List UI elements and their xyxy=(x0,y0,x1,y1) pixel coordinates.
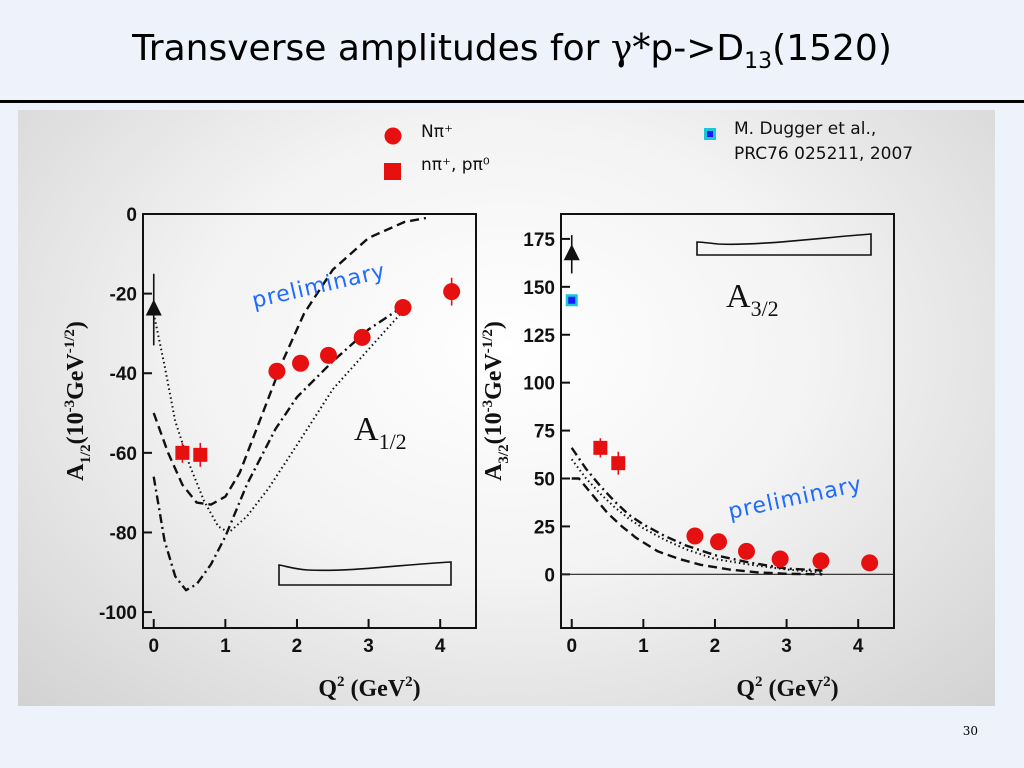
amplitude-label: A3/2 xyxy=(726,278,779,321)
x-tick-label: 0 xyxy=(566,636,577,657)
x-tick-label: 4 xyxy=(435,636,446,657)
data-point-square xyxy=(175,445,190,460)
x-tick-label: 1 xyxy=(638,636,649,657)
legend-square-label: nπ⁺, pπ⁰ xyxy=(421,155,490,175)
y-tick-label: -60 xyxy=(110,444,137,465)
y-tick-label: 100 xyxy=(523,374,555,395)
data-point-triangle xyxy=(563,244,580,261)
preliminary-label: preliminary xyxy=(250,259,388,314)
legend-ref-marker-inner xyxy=(707,131,713,137)
data-point-square xyxy=(593,440,608,455)
data-point-circle xyxy=(686,527,704,545)
y-axis-label: A1/2(10-3GeV-1/2) xyxy=(62,321,94,481)
y-tick-label: -100 xyxy=(99,603,137,624)
data-point-circle xyxy=(353,328,371,346)
legend-ref-line1: M. Dugger et al., xyxy=(734,119,876,139)
legend-square-marker xyxy=(384,163,401,180)
y-tick-label: 50 xyxy=(534,470,555,491)
x-tick-label: 3 xyxy=(363,636,374,657)
y-tick-label: 175 xyxy=(523,230,555,251)
data-point-circle xyxy=(394,299,412,317)
x-tick-label: 1 xyxy=(220,636,231,657)
model-curve-dashdot xyxy=(570,447,823,572)
y-tick-label: 0 xyxy=(544,565,555,586)
x-tick-label: 2 xyxy=(710,636,721,657)
y-axis-label: A3/2(10-3GeV-1/2) xyxy=(480,321,512,481)
plot-frame xyxy=(142,213,477,629)
systematic-band xyxy=(696,233,872,256)
legend-circle-label: Nπ⁺ xyxy=(421,122,453,142)
x-tick-label: 2 xyxy=(292,636,303,657)
data-point-circle xyxy=(861,554,879,572)
x-axis-label: Q2 (GeV2) xyxy=(318,674,420,702)
y-tick-label: 150 xyxy=(523,278,555,299)
y-tick-label: -40 xyxy=(110,364,137,385)
amplitude-label: A1/2 xyxy=(354,411,407,454)
x-tick-label: 4 xyxy=(853,636,864,657)
x-axis-label: Q2 (GeV2) xyxy=(736,674,838,702)
model-curve-dashed xyxy=(571,477,823,576)
data-point-circle xyxy=(268,362,286,380)
plot-right: 0 25 50 75 100 125 150 175 0 1 2 3 4 Q2 (GeV2) A3/2(10… xyxy=(480,213,895,702)
y-tick-label: 25 xyxy=(534,517,556,538)
model-curve-dashed xyxy=(152,216,427,506)
plot-frame xyxy=(560,213,895,629)
data-point-triangle xyxy=(145,299,162,316)
model-curve-dashdot xyxy=(152,304,406,592)
data-point-square xyxy=(611,456,626,471)
y-tick-label: 125 xyxy=(523,326,555,347)
y-tick-label: -80 xyxy=(110,523,137,544)
figure-svg: Nπ⁺ nπ⁺, pπ⁰ M. Dugger et al., PRC76 025… xyxy=(62,119,913,702)
y-tick-label: 75 xyxy=(534,422,556,443)
data-point-circle xyxy=(443,283,461,301)
data-point-circle xyxy=(812,552,830,570)
photopoint-marker-inner xyxy=(568,296,576,304)
plot-left: 0 -20 -40 -60 -80 -100 0 1 2 3 4 Q2 (GeV2) A1/2(10-3… xyxy=(62,205,477,702)
x-tick-label: 0 xyxy=(148,636,159,657)
legend: Nπ⁺ nπ⁺, pπ⁰ M. Dugger et al., PRC76 025… xyxy=(384,119,913,180)
y-tick-label: -20 xyxy=(110,285,137,306)
legend-ref-line2: PRC76 025211, 2007 xyxy=(734,144,913,164)
page-number: 30 xyxy=(962,724,978,738)
data-point-circle xyxy=(710,533,728,551)
slide-title: Transverse amplitudes for γ*p->D13(1520) xyxy=(132,28,892,75)
data-point-circle xyxy=(319,346,337,364)
figure-panel: Nπ⁺ nπ⁺, pπ⁰ M. Dugger et al., PRC76 025… xyxy=(18,110,995,706)
data-point-square xyxy=(193,447,208,462)
legend-circle-marker xyxy=(384,127,402,145)
y-tick-label: 0 xyxy=(126,205,137,226)
systematic-band xyxy=(278,561,452,586)
model-curve-dotted xyxy=(570,458,823,574)
title-rule xyxy=(0,100,1024,103)
preliminary-label: preliminary xyxy=(726,472,865,525)
data-point-circle xyxy=(771,550,789,568)
x-tick-label: 3 xyxy=(781,636,792,657)
data-point-circle xyxy=(292,354,310,372)
data-point-circle xyxy=(737,542,755,560)
